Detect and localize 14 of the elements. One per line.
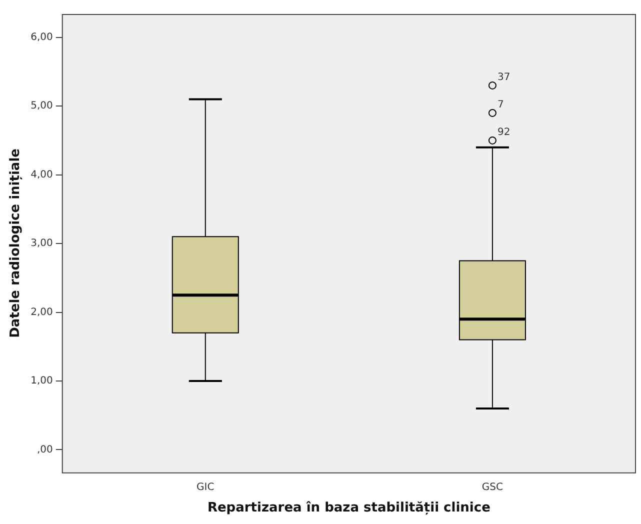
annotation: 7 [497, 100, 504, 111]
annotation: 92 [497, 127, 510, 138]
y-tick-label: ,00 [36, 444, 53, 456]
x-axis-title: Repartizarea în baza stabilității clinice [207, 500, 491, 516]
y-tick-label: 5,00 [30, 100, 53, 112]
y-axis-title: Datele radiologice inițiale [8, 148, 24, 338]
x-tick-label: GIC [196, 482, 214, 493]
annotation: 37 [497, 72, 510, 84]
y-tick-label: 3,00 [30, 238, 53, 250]
y-tick-label: 2,00 [30, 306, 53, 318]
y-tick-label: 6,00 [30, 32, 53, 43]
y-tick-label: 1,00 [30, 376, 53, 387]
y-tick-label: 4,00 [30, 169, 53, 180]
x-tick-label: GSC [482, 482, 504, 493]
